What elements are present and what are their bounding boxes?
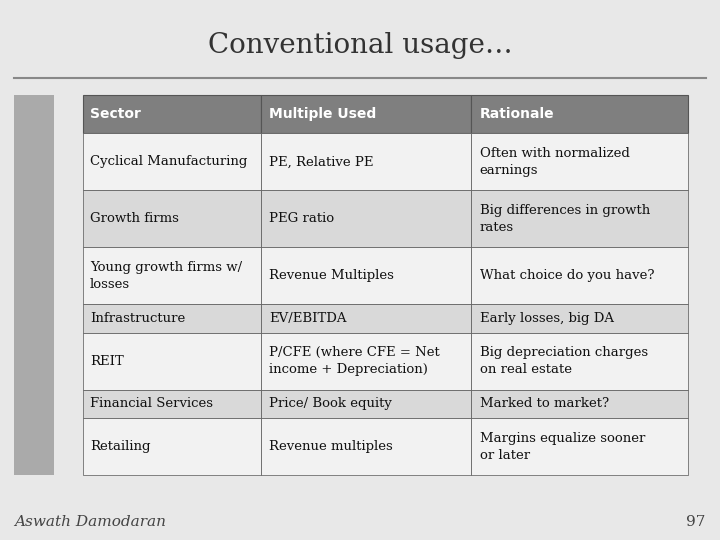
Text: Margins equalize sooner
or later: Margins equalize sooner or later — [480, 431, 645, 462]
FancyBboxPatch shape — [14, 94, 54, 475]
Text: Financial Services: Financial Services — [90, 397, 213, 410]
FancyBboxPatch shape — [83, 418, 261, 475]
Text: Multiple Used: Multiple Used — [269, 107, 377, 121]
Text: What choice do you have?: What choice do you have? — [480, 269, 654, 282]
FancyBboxPatch shape — [83, 94, 261, 133]
FancyBboxPatch shape — [83, 390, 261, 418]
Text: REIT: REIT — [90, 355, 124, 368]
Text: Young growth firms w/
losses: Young growth firms w/ losses — [90, 261, 242, 291]
Text: Price/ Book equity: Price/ Book equity — [269, 397, 392, 410]
FancyBboxPatch shape — [261, 305, 471, 333]
Text: Aswath Damodaran: Aswath Damodaran — [14, 515, 166, 529]
Text: Growth firms: Growth firms — [90, 212, 179, 225]
FancyBboxPatch shape — [471, 133, 688, 191]
Text: Rationale: Rationale — [480, 107, 554, 121]
Text: Cyclical Manufacturing: Cyclical Manufacturing — [90, 156, 247, 168]
Text: Infrastructure: Infrastructure — [90, 312, 185, 325]
Text: Early losses, big DA: Early losses, big DA — [480, 312, 614, 325]
FancyBboxPatch shape — [261, 418, 471, 475]
Text: PE, Relative PE: PE, Relative PE — [269, 156, 374, 168]
Text: Big depreciation charges
on real estate: Big depreciation charges on real estate — [480, 346, 648, 376]
FancyBboxPatch shape — [261, 94, 471, 133]
FancyBboxPatch shape — [471, 247, 688, 305]
FancyBboxPatch shape — [471, 418, 688, 475]
Text: Often with normalized
earnings: Often with normalized earnings — [480, 147, 630, 177]
Text: 97: 97 — [686, 515, 706, 529]
FancyBboxPatch shape — [83, 247, 261, 305]
FancyBboxPatch shape — [471, 94, 688, 133]
Text: Marked to market?: Marked to market? — [480, 397, 609, 410]
FancyBboxPatch shape — [471, 305, 688, 333]
FancyBboxPatch shape — [471, 390, 688, 418]
FancyBboxPatch shape — [261, 133, 471, 191]
Text: PEG ratio: PEG ratio — [269, 212, 335, 225]
FancyBboxPatch shape — [261, 333, 471, 390]
Text: Big differences in growth
rates: Big differences in growth rates — [480, 204, 650, 234]
Text: Revenue multiples: Revenue multiples — [269, 440, 393, 453]
Text: EV/EBITDA: EV/EBITDA — [269, 312, 347, 325]
FancyBboxPatch shape — [83, 133, 261, 191]
FancyBboxPatch shape — [83, 305, 261, 333]
Text: P/CFE (where CFE = Net
income + Depreciation): P/CFE (where CFE = Net income + Deprecia… — [269, 346, 440, 376]
FancyBboxPatch shape — [83, 333, 261, 390]
FancyBboxPatch shape — [471, 191, 688, 247]
FancyBboxPatch shape — [83, 191, 261, 247]
FancyBboxPatch shape — [261, 191, 471, 247]
FancyBboxPatch shape — [261, 247, 471, 305]
Text: Revenue Multiples: Revenue Multiples — [269, 269, 395, 282]
FancyBboxPatch shape — [261, 390, 471, 418]
Text: Conventional usage…: Conventional usage… — [207, 32, 513, 59]
Text: Sector: Sector — [90, 107, 141, 121]
FancyBboxPatch shape — [471, 333, 688, 390]
Text: Retailing: Retailing — [90, 440, 150, 453]
